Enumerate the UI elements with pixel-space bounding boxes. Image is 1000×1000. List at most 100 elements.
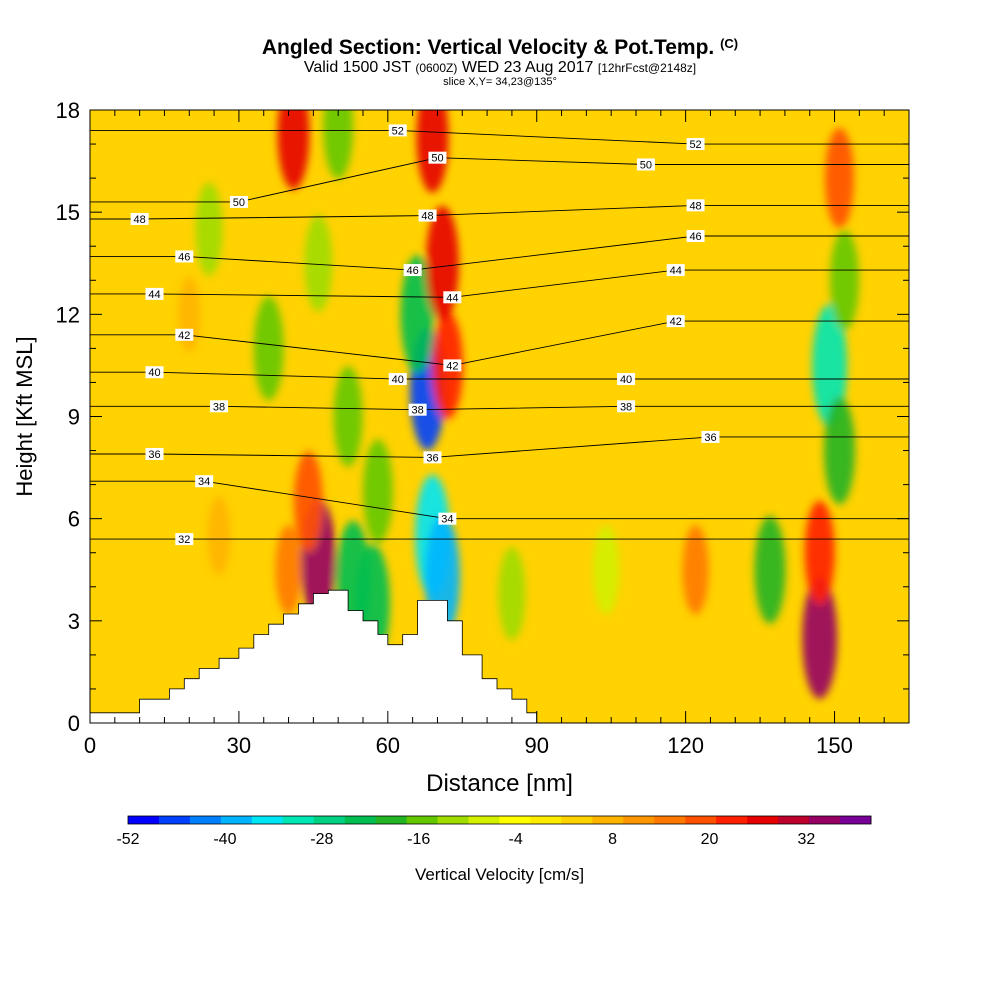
velocity-feature [253, 296, 284, 401]
velocity-feature [830, 230, 859, 331]
colorbar-swatch [685, 816, 717, 824]
theta-label: 48 [686, 199, 705, 212]
chart-title: Angled Section: Vertical Velocity & Pot.… [261, 36, 739, 59]
colorbar-swatch [158, 816, 191, 824]
velocity-feature [207, 496, 231, 576]
terrain [90, 589, 538, 723]
svg-text:42: 42 [446, 360, 458, 372]
y-tick-label: 12 [56, 302, 80, 327]
colorbar: -52 -40 -28 -16 -4 8 20 32 Vertical Velocity [cm… [116, 815, 872, 884]
theta-label: 40 [388, 373, 407, 386]
colorbar-swatch [437, 816, 469, 824]
theta-label: 32 [175, 533, 194, 546]
colorbar-swatch [840, 816, 872, 824]
y-tick-label: 6 [68, 507, 80, 532]
svg-text:52: 52 [392, 125, 404, 137]
colorbar-swatch [220, 816, 253, 824]
svg-text:48: 48 [421, 211, 433, 223]
svg-text:38: 38 [620, 401, 632, 413]
theta-label: 44 [145, 287, 164, 301]
colorbar-swatch [375, 816, 408, 824]
x-tick-label: 60 [376, 733, 400, 758]
svg-text:50: 50 [431, 153, 443, 165]
theta-label: 42 [443, 359, 462, 372]
velocity-feature [293, 451, 323, 552]
theta-label: 34 [438, 512, 457, 526]
velocity-feature [802, 576, 838, 699]
colorbar-swatch [251, 816, 284, 824]
colorbar-tick-label: 8 [608, 831, 617, 848]
colorbar-tick-label: -28 [310, 831, 333, 848]
theta-label: 38 [617, 400, 636, 413]
svg-text:38: 38 [411, 405, 423, 417]
x-tick-label: 150 [816, 733, 853, 758]
theta-label: 42 [175, 328, 194, 342]
theta-label: 36 [423, 451, 442, 464]
y-tick-label: 18 [56, 98, 80, 123]
svg-text:50: 50 [233, 197, 245, 209]
theta-contour-34 [90, 480, 909, 520]
svg-text:48: 48 [134, 214, 146, 226]
colorbar-tick-label: -16 [407, 831, 430, 848]
velocity-feature [362, 439, 393, 544]
plot-area: 52 52 50 50 50 48 48 48 46 46 46 44 44 44 42 42 42 40 40 40… [90, 110, 909, 723]
colorbar-swatch [809, 816, 841, 824]
theta-label: 50 [428, 151, 447, 165]
theta-label: 40 [617, 373, 636, 386]
svg-text:46: 46 [178, 251, 190, 263]
theta-label: 46 [403, 264, 422, 277]
svg-text:50: 50 [640, 159, 652, 171]
svg-text:52: 52 [689, 139, 701, 151]
theta-label: 36 [701, 430, 720, 444]
svg-text:48: 48 [689, 200, 701, 212]
y-tick-label: 3 [68, 609, 80, 634]
theta-label: 50 [229, 195, 248, 209]
colorbar-swatch [406, 816, 438, 824]
svg-text:40: 40 [620, 374, 632, 386]
svg-text:44: 44 [670, 265, 682, 277]
velocity-feature [812, 304, 848, 427]
colorbar-tick-label: -4 [509, 831, 523, 848]
theta-label: 44 [443, 291, 462, 304]
velocity-feature [804, 500, 835, 605]
colorbar-swatch [468, 816, 500, 824]
velocity-feature [333, 366, 363, 467]
theta-label: 44 [666, 264, 685, 277]
velocity-feature [304, 214, 333, 312]
x-tick-label: 90 [524, 733, 548, 758]
colorbar-label: Vertical Velocity [cm/s] [415, 865, 584, 884]
colorbar-swatch [716, 816, 748, 824]
theta-contour-52 [90, 129, 909, 145]
colorbar-swatch [499, 816, 531, 824]
velocity-feature [498, 547, 526, 641]
theta-label: 48 [130, 212, 149, 226]
theta-label: 38 [408, 403, 427, 417]
x-tick-label: 0 [84, 733, 96, 758]
x-tick-label: 30 [227, 733, 251, 758]
colorbar-swatch [344, 816, 377, 824]
chart-subtitle: Valid 1500 JST (0600Z) WED 23 Aug 2017 [… [303, 59, 697, 76]
theta-label: 40 [145, 366, 164, 379]
colorbar-tick-label: 32 [797, 831, 815, 848]
svg-text:40: 40 [392, 374, 404, 386]
colorbar-tick-label: -52 [116, 831, 139, 848]
y-tick-label: 9 [68, 405, 80, 430]
velocity-feature [825, 127, 854, 229]
velocity-feature [400, 255, 435, 374]
theta-label: 46 [686, 230, 705, 243]
theta-label: 46 [175, 250, 194, 263]
svg-text:32: 32 [178, 534, 190, 546]
velocity-feature [682, 525, 709, 615]
theta-label: 36 [145, 447, 164, 461]
svg-text:44: 44 [148, 289, 160, 301]
theta-label: 52 [686, 138, 705, 151]
svg-text:34: 34 [441, 514, 453, 526]
y-axis-label: Height [Kft MSL] [12, 336, 37, 496]
svg-text:36: 36 [426, 452, 438, 464]
theta-label: 50 [636, 158, 655, 171]
y-tick-label: 15 [56, 200, 80, 225]
colorbar-swatch [592, 816, 624, 824]
svg-text:46: 46 [407, 265, 419, 277]
x-axis-label: Distance [nm] [426, 770, 573, 797]
